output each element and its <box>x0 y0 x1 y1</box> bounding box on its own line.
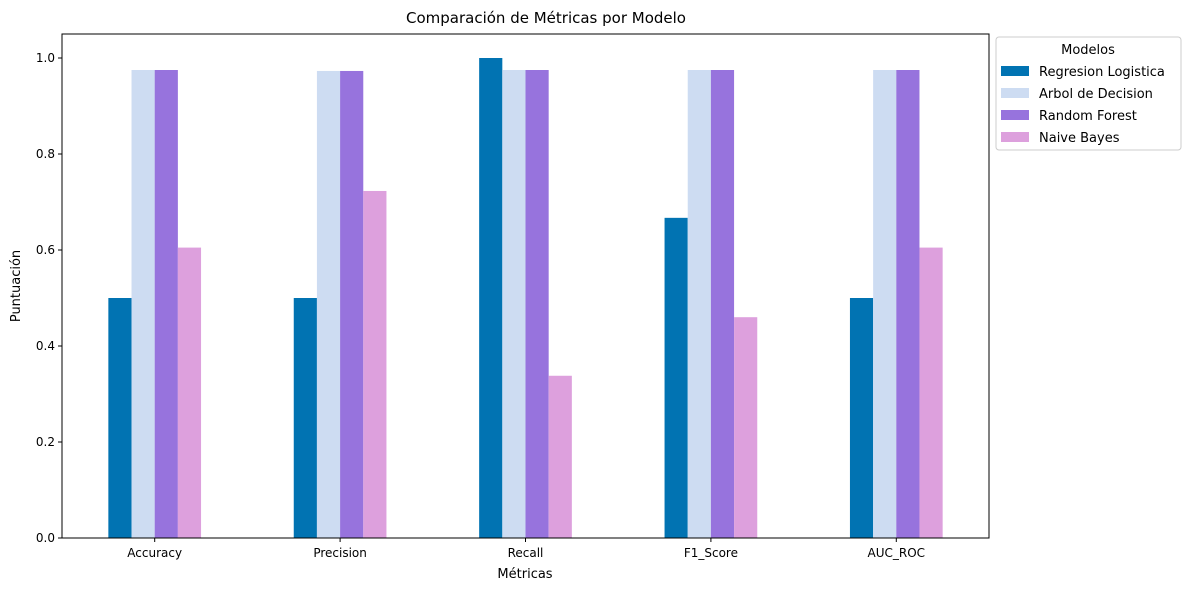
x-tick-label: Precision <box>313 546 367 560</box>
bar-3-3 <box>734 317 758 538</box>
legend-title: Modelos <box>1061 43 1115 58</box>
legend-swatch <box>1001 88 1029 98</box>
bar-1-1 <box>316 70 341 539</box>
bar-3-1 <box>363 190 387 538</box>
y-tick-label: 1.0 <box>36 51 55 65</box>
x-tick-label: Recall <box>508 546 544 560</box>
bar-1-4 <box>873 70 897 538</box>
legend-swatch <box>1001 132 1029 142</box>
bar-0-3 <box>664 217 688 538</box>
bar-2-1 <box>340 70 364 539</box>
legend-swatch <box>1001 66 1029 76</box>
legend-label: Random Forest <box>1039 109 1137 124</box>
legend-items: Regresion Logistica Arbol de Decision Rand… <box>1001 65 1165 146</box>
legend-swatch <box>1001 110 1029 120</box>
bar-1-3 <box>687 70 711 538</box>
legend: Modelos Regresion Logistica Arbol de Deci… <box>995 36 1182 151</box>
legend-box <box>995 36 1182 151</box>
bar-2-0 <box>154 70 178 538</box>
legend-label: Arbol de Decision <box>1039 87 1153 102</box>
x-tick-label: AUC_ROC <box>868 546 926 560</box>
y-tick-label: 0.2 <box>36 435 55 449</box>
y-tick-label: 0.0 <box>36 531 55 545</box>
x-tick-label: Accuracy <box>127 546 182 560</box>
x-tick-label: F1_Score <box>684 546 738 560</box>
chart-title: Comparación de Métricas por Modelo <box>406 9 686 27</box>
bar-2-3 <box>710 70 735 538</box>
bars-group <box>108 58 943 539</box>
bar-0-1 <box>293 298 317 538</box>
x-axis: Accuracy Precision Recall F1_Score AUC_ROC <box>127 538 925 560</box>
y-axis: 0.0 0.2 0.4 0.6 0.8 1.0 <box>36 51 62 545</box>
bar-2-4 <box>896 70 920 538</box>
bar-0-0 <box>108 298 132 538</box>
bar-3-4 <box>919 247 943 538</box>
y-tick-label: 0.6 <box>36 243 55 257</box>
bar-1-0 <box>131 70 155 538</box>
bar-3-2 <box>548 375 572 538</box>
y-axis-label: Puntuación <box>9 250 24 322</box>
legend-label: Naive Bayes <box>1039 131 1120 146</box>
legend-label: Regresion Logistica <box>1039 65 1165 80</box>
bar-0-2 <box>479 58 503 538</box>
y-tick-label: 0.4 <box>36 339 55 353</box>
y-tick-label: 0.8 <box>36 147 55 161</box>
bar-0-4 <box>849 298 874 538</box>
bar-3-0 <box>177 247 202 538</box>
bar-2-2 <box>525 70 549 538</box>
x-axis-label: Métricas <box>497 567 552 582</box>
bar-1-2 <box>502 70 526 538</box>
